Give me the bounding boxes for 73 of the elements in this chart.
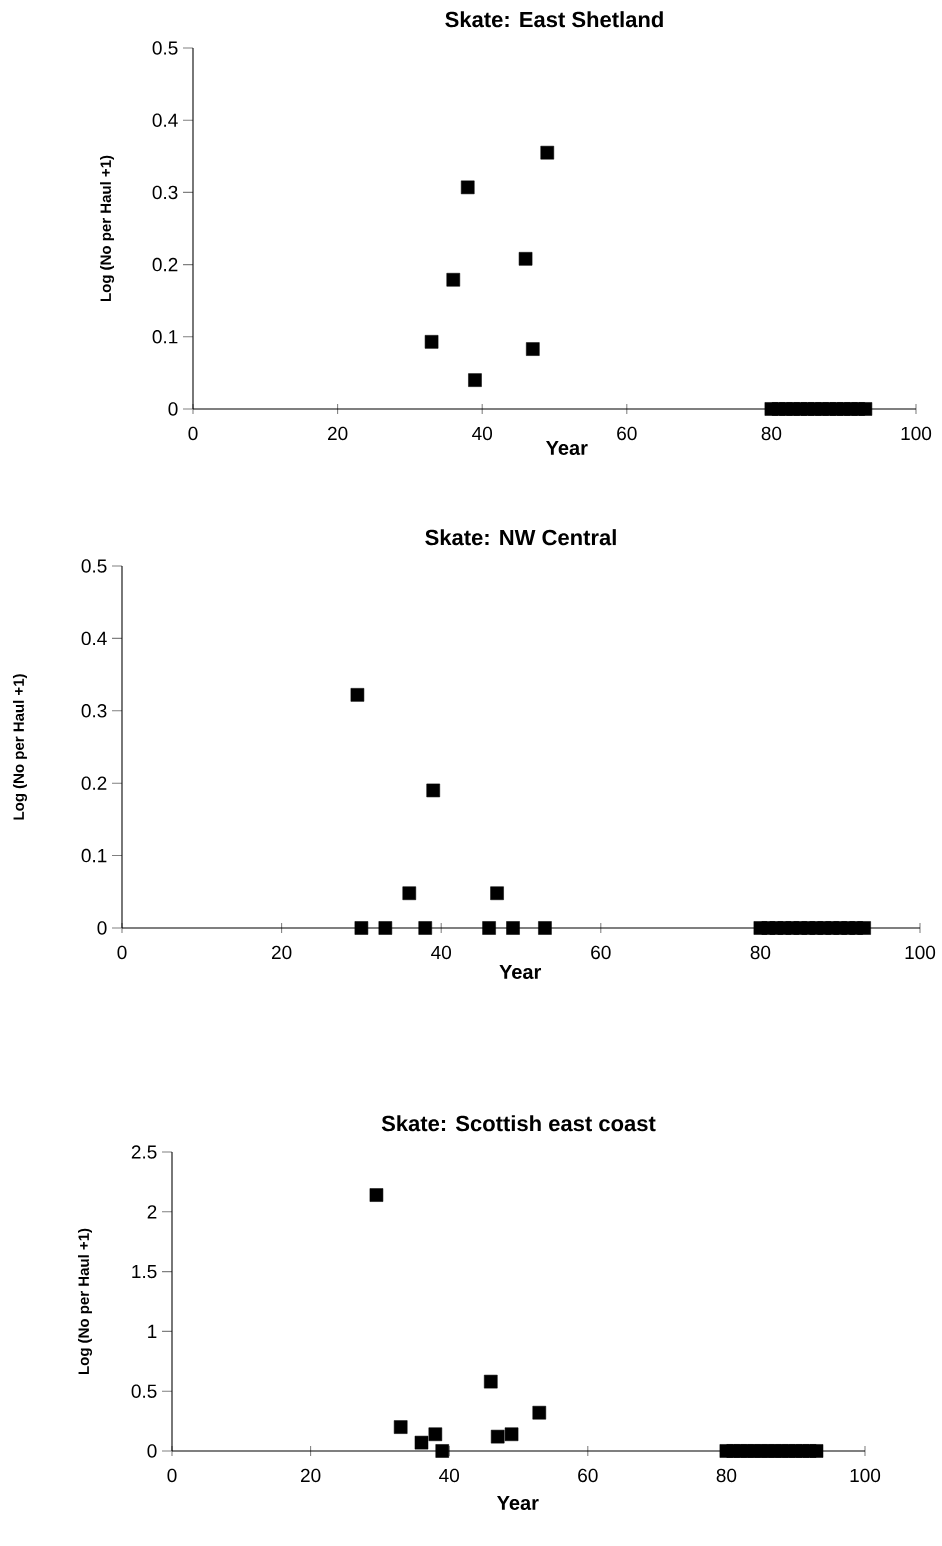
chart-title: Skate: NW Central	[425, 529, 616, 546]
x-tick-label: 60	[591, 945, 611, 960]
point	[402, 886, 417, 901]
y-axis-title: Log (No per Haul +1)	[78, 1228, 93, 1375]
x-tick-label: 0	[117, 945, 127, 960]
point	[490, 1429, 505, 1444]
x-tick-label: 80	[761, 426, 782, 441]
y-tick-label: 2	[147, 1205, 157, 1219]
y-tick-label: 0.5	[81, 559, 107, 573]
point	[540, 145, 555, 160]
y-tick-label: 0	[97, 921, 107, 935]
point	[414, 1435, 429, 1450]
x-axis-title: Year	[497, 1496, 539, 1510]
point	[506, 921, 520, 935]
x-tick-label: 40	[472, 426, 493, 441]
chart-title: Skate: Scottish east coast	[381, 1115, 656, 1132]
point	[350, 688, 365, 702]
point	[857, 921, 871, 935]
point	[378, 921, 393, 935]
x-tick-label: 100	[901, 426, 932, 441]
x-tick-label: 40	[431, 945, 452, 960]
y-tick-label: 0.3	[81, 704, 107, 718]
point	[435, 1444, 450, 1458]
point	[518, 252, 533, 266]
x-tick-label: 20	[300, 1468, 321, 1483]
point	[446, 272, 461, 287]
y-tick-label: 0.3	[152, 185, 178, 200]
point	[538, 921, 552, 935]
x-tick-label: 0	[188, 426, 198, 441]
y-tick-label: 0.4	[81, 631, 107, 646]
point	[809, 1444, 824, 1458]
point	[354, 921, 369, 935]
point	[393, 1420, 408, 1434]
y-tick-label: 0.2	[152, 257, 178, 272]
y-tick-label: 0	[147, 1444, 157, 1458]
point	[468, 373, 482, 387]
x-tick-label: 60	[617, 426, 637, 441]
point	[460, 180, 475, 195]
point	[490, 886, 504, 901]
point	[369, 1188, 384, 1202]
y-tick-label: 0.1	[152, 330, 178, 344]
y-axis-title: Log (No per Haul +1)	[12, 674, 28, 820]
y-tick-label: 1	[148, 1324, 157, 1338]
x-tick-label: 20	[271, 945, 292, 960]
x-tick-label: 100	[905, 945, 936, 960]
x-tick-label: 40	[439, 1468, 460, 1483]
point	[424, 335, 439, 349]
point	[532, 1405, 547, 1420]
point	[504, 1427, 519, 1442]
y-tick-label: 0	[168, 402, 178, 416]
point	[482, 921, 496, 935]
y-tick-label: 0.5	[131, 1384, 157, 1398]
point	[418, 921, 433, 935]
x-tick-label: 80	[750, 945, 771, 960]
point	[858, 402, 873, 416]
y-tick-label: 0.4	[152, 113, 178, 127]
point	[526, 342, 540, 356]
y-tick-label: 0.5	[152, 41, 178, 55]
point	[428, 1427, 443, 1442]
y-tick-label: 1.5	[132, 1264, 157, 1279]
x-tick-label: 100	[850, 1468, 881, 1483]
y-tick-label: 0.2	[81, 776, 107, 790]
y-tick-label: 2.5	[131, 1145, 157, 1159]
x-tick-label: 80	[716, 1468, 737, 1483]
y-axis-title: Log (No per Haul +1)	[100, 155, 115, 302]
x-axis-title: Year	[499, 965, 542, 979]
x-tick-label: 20	[327, 426, 348, 441]
point	[426, 783, 440, 798]
y-tick-label: 0.1	[81, 848, 107, 863]
chart-title: Skate: East Shetland	[445, 11, 663, 28]
point	[484, 1374, 498, 1389]
x-axis-title: Year	[545, 441, 588, 455]
x-tick-label: 60	[578, 1468, 598, 1483]
